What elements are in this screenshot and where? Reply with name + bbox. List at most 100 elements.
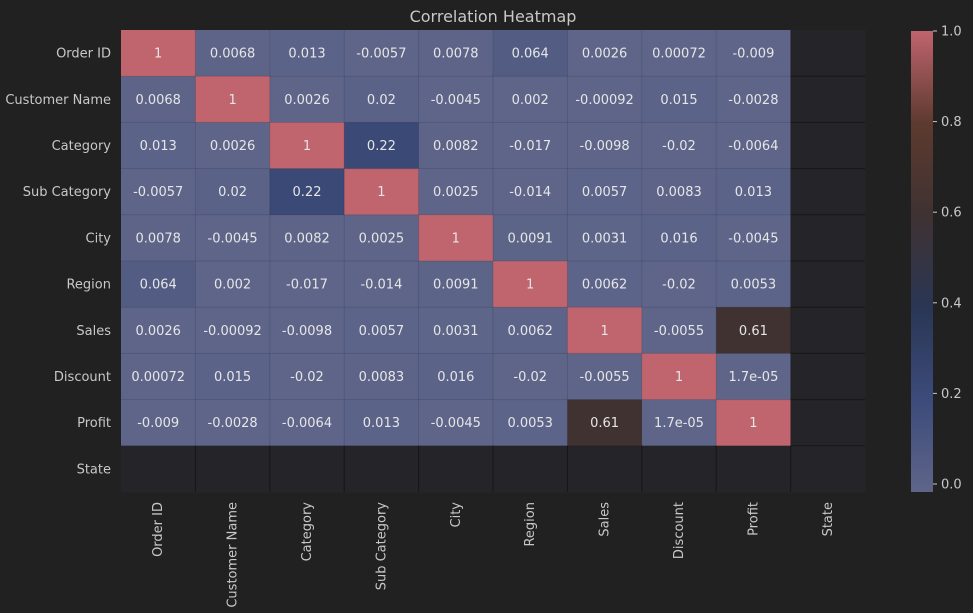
cell-value-label-r4-c0: 0.0078 — [135, 231, 181, 246]
cell-value-label-r8-c7: 1.7e-05 — [654, 416, 704, 431]
cell-value-label-r4-c5: 0.0091 — [507, 231, 553, 246]
heatmap-cell-r9-c8 — [716, 445, 792, 493]
cell-value-label-r8-c6: 0.61 — [590, 416, 619, 431]
y-tick-label-8: Profit — [77, 416, 111, 431]
heatmap-cell-r0-c4 — [418, 30, 494, 77]
cell-value-label-r1-c5: 0.002 — [512, 93, 549, 108]
heatmap-cell-r3-c3 — [344, 168, 420, 216]
heatmap-cell-r8-c0 — [121, 399, 196, 447]
heatmap-cell-r8-c8 — [716, 399, 792, 447]
heatmap-cell-r6-c1 — [195, 307, 271, 354]
heatmap-cell-r7-c1 — [195, 353, 271, 401]
heatmap-cell-r6-c0 — [121, 307, 196, 354]
heatmap-cell-r2-c6 — [567, 122, 643, 170]
cell-value-label-r2-c0: 0.013 — [140, 139, 177, 154]
heatmap-cell-r7-c0 — [121, 353, 196, 401]
heatmap-cell-r7-c6 — [567, 353, 643, 401]
heatmap-cell-r4-c8 — [716, 214, 792, 262]
heatmap-cell-r9-c9 — [790, 445, 866, 493]
heatmap-cell-r0-c6 — [567, 30, 643, 77]
heatmap-cell-r6-c2 — [269, 307, 345, 354]
cell-value-label-r7-c6: -0.0055 — [580, 370, 630, 385]
heatmap-cell-r9-c0 — [121, 445, 196, 493]
heatmap-cell-r3-c0 — [121, 168, 196, 216]
cell-value-label-r5-c5: 1 — [526, 278, 534, 293]
cell-value-label-r0-c0: 1 — [154, 47, 162, 62]
heatmap-cell-r0-c2 — [269, 30, 345, 77]
cell-value-label-r0-c5: 0.064 — [512, 47, 549, 62]
heatmap-cell-r2-c0 — [121, 122, 196, 170]
cell-value-label-r6-c3: 0.0057 — [359, 324, 405, 339]
heatmap-cell-r4-c7 — [641, 214, 717, 262]
cell-value-label-r7-c4: 0.016 — [437, 370, 474, 385]
heatmap-grid — [121, 30, 865, 492]
y-tick-label-7: Discount — [54, 370, 111, 385]
heatmap-cell-r7-c2 — [269, 353, 345, 401]
colorbar-tick-label-1: 0.2 — [941, 387, 962, 402]
y-tick-label-1: Customer Name — [5, 93, 111, 108]
cell-value-label-r5-c0: 0.064 — [140, 278, 177, 293]
heatmap-cell-r1-c5 — [493, 76, 568, 123]
x-tick-label-4: City — [449, 502, 464, 528]
cell-value-label-r1-c1: 1 — [228, 93, 236, 108]
heatmap-cell-r6-c8 — [716, 307, 792, 354]
heatmap-cell-r8-c1 — [195, 399, 271, 447]
heatmap-cell-r2-c2 — [269, 122, 345, 170]
heatmap-cells — [121, 30, 866, 493]
heatmap-cell-r3-c4 — [418, 168, 494, 216]
heatmap-cell-r9-c6 — [567, 445, 643, 493]
cell-value-label-r7-c3: 0.0083 — [359, 370, 405, 385]
cell-value-label-r6-c0: 0.0026 — [135, 324, 181, 339]
x-tick-label-9: State — [821, 502, 836, 536]
cell-value-label-r0-c8: -0.009 — [732, 47, 774, 62]
heatmap-cell-r2-c7 — [641, 122, 717, 170]
cell-value-label-r3-c3: 1 — [377, 185, 385, 200]
heatmap-cell-r2-c9 — [790, 122, 866, 170]
cell-value-label-r2-c5: -0.017 — [509, 139, 551, 154]
heatmap-cell-r1-c4 — [418, 76, 494, 123]
cell-value-label-r2-c3: 0.22 — [367, 139, 396, 154]
y-tick-label-9: State — [77, 462, 111, 477]
heatmap-cell-r7-c9 — [790, 353, 866, 401]
cell-value-label-r8-c2: -0.0064 — [282, 416, 332, 431]
heatmap-cell-r4-c2 — [269, 214, 345, 262]
heatmap-cell-r5-c2 — [269, 261, 345, 308]
x-tick-label-7: Discount — [672, 502, 687, 559]
heatmap-cell-r1-c0 — [121, 76, 196, 123]
heatmap-cell-r3-c7 — [641, 168, 717, 216]
heatmap-cell-r8-c2 — [269, 399, 345, 447]
cell-value-label-r4-c8: -0.0045 — [728, 231, 778, 246]
heatmap-cell-r8-c7 — [641, 399, 717, 447]
heatmap-cell-r2-c5 — [493, 122, 568, 170]
y-tick-label-3: Sub Category — [23, 185, 112, 200]
colorbar-tick-label-3: 0.6 — [941, 206, 962, 221]
cell-value-label-r3-c6: 0.0057 — [582, 185, 628, 200]
colorbar-tick-label-0: 0.0 — [941, 478, 962, 493]
cell-value-label-r3-c5: -0.014 — [509, 185, 551, 200]
x-tick-label-3: Sub Category — [374, 502, 389, 591]
cell-value-label-r3-c8: 0.013 — [735, 185, 772, 200]
colorbar: 0.0 0.2 0.4 0.6 0.8 1.0 — [911, 25, 962, 493]
heatmap-cell-r6-c4 — [418, 307, 494, 354]
heatmap-cell-r8-c4 — [418, 399, 494, 447]
colorbar-tick-label-2: 0.4 — [941, 296, 962, 311]
cell-value-label-r6-c1: -0.00092 — [203, 324, 261, 339]
cell-value-label-r5-c3: -0.014 — [360, 278, 402, 293]
cell-value-label-r0-c3: -0.0057 — [356, 47, 406, 62]
cell-value-label-r4-c7: 0.016 — [660, 231, 697, 246]
heatmap-cell-r1-c6 — [567, 76, 643, 123]
cell-value-label-r8-c4: -0.0045 — [431, 416, 481, 431]
cell-value-label-r1-c0: 0.0068 — [135, 93, 181, 108]
heatmap-cell-r1-c3 — [344, 76, 420, 123]
heatmap-cell-r4-c6 — [567, 214, 643, 262]
cell-value-label-r7-c2: -0.02 — [290, 370, 324, 385]
heatmap-cell-r4-c5 — [493, 214, 568, 262]
cell-value-label-r6-c4: 0.0031 — [433, 324, 479, 339]
cell-value-label-r0-c7: 0.00072 — [652, 47, 706, 62]
heatmap-cell-r6-c7 — [641, 307, 717, 354]
cell-value-label-r6-c7: -0.0055 — [654, 324, 704, 339]
heatmap-cell-r3-c8 — [716, 168, 792, 216]
chart-title: Correlation Heatmap — [410, 7, 577, 26]
cell-value-label-r0-c2: 0.013 — [288, 47, 325, 62]
heatmap-cell-labels: 1 0.0068 0.013 -0.0057 0.0078 0.064 0.0026 0.00… — [131, 47, 778, 432]
